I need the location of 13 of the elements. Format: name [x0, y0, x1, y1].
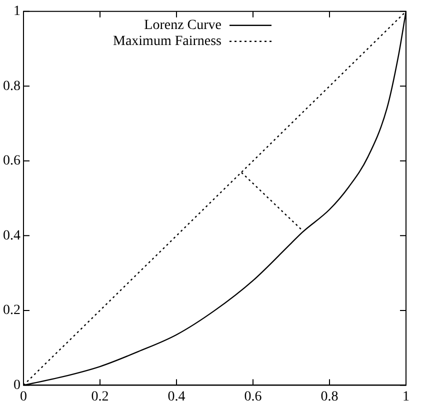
legend-label: Maximum Fairness: [113, 34, 222, 50]
x-tick-label: 0.8: [320, 389, 338, 404]
y-tick-label: 0.8: [3, 78, 20, 94]
y-tick-label: 0.6: [3, 154, 20, 169]
x-tick-label: 0.2: [91, 389, 109, 404]
y-tick-label: 0.4: [3, 228, 20, 244]
legend-label: Lorenz Curve: [144, 18, 222, 34]
y-tick-label: 0.2: [3, 303, 20, 318]
y-tick-label: 0: [14, 378, 20, 393]
x-tick-label: 0.4: [168, 389, 186, 404]
x-tick-label: 1: [402, 389, 410, 404]
y-tick-label: 1: [14, 4, 20, 20]
x-tick-label: 0.6: [244, 389, 262, 404]
